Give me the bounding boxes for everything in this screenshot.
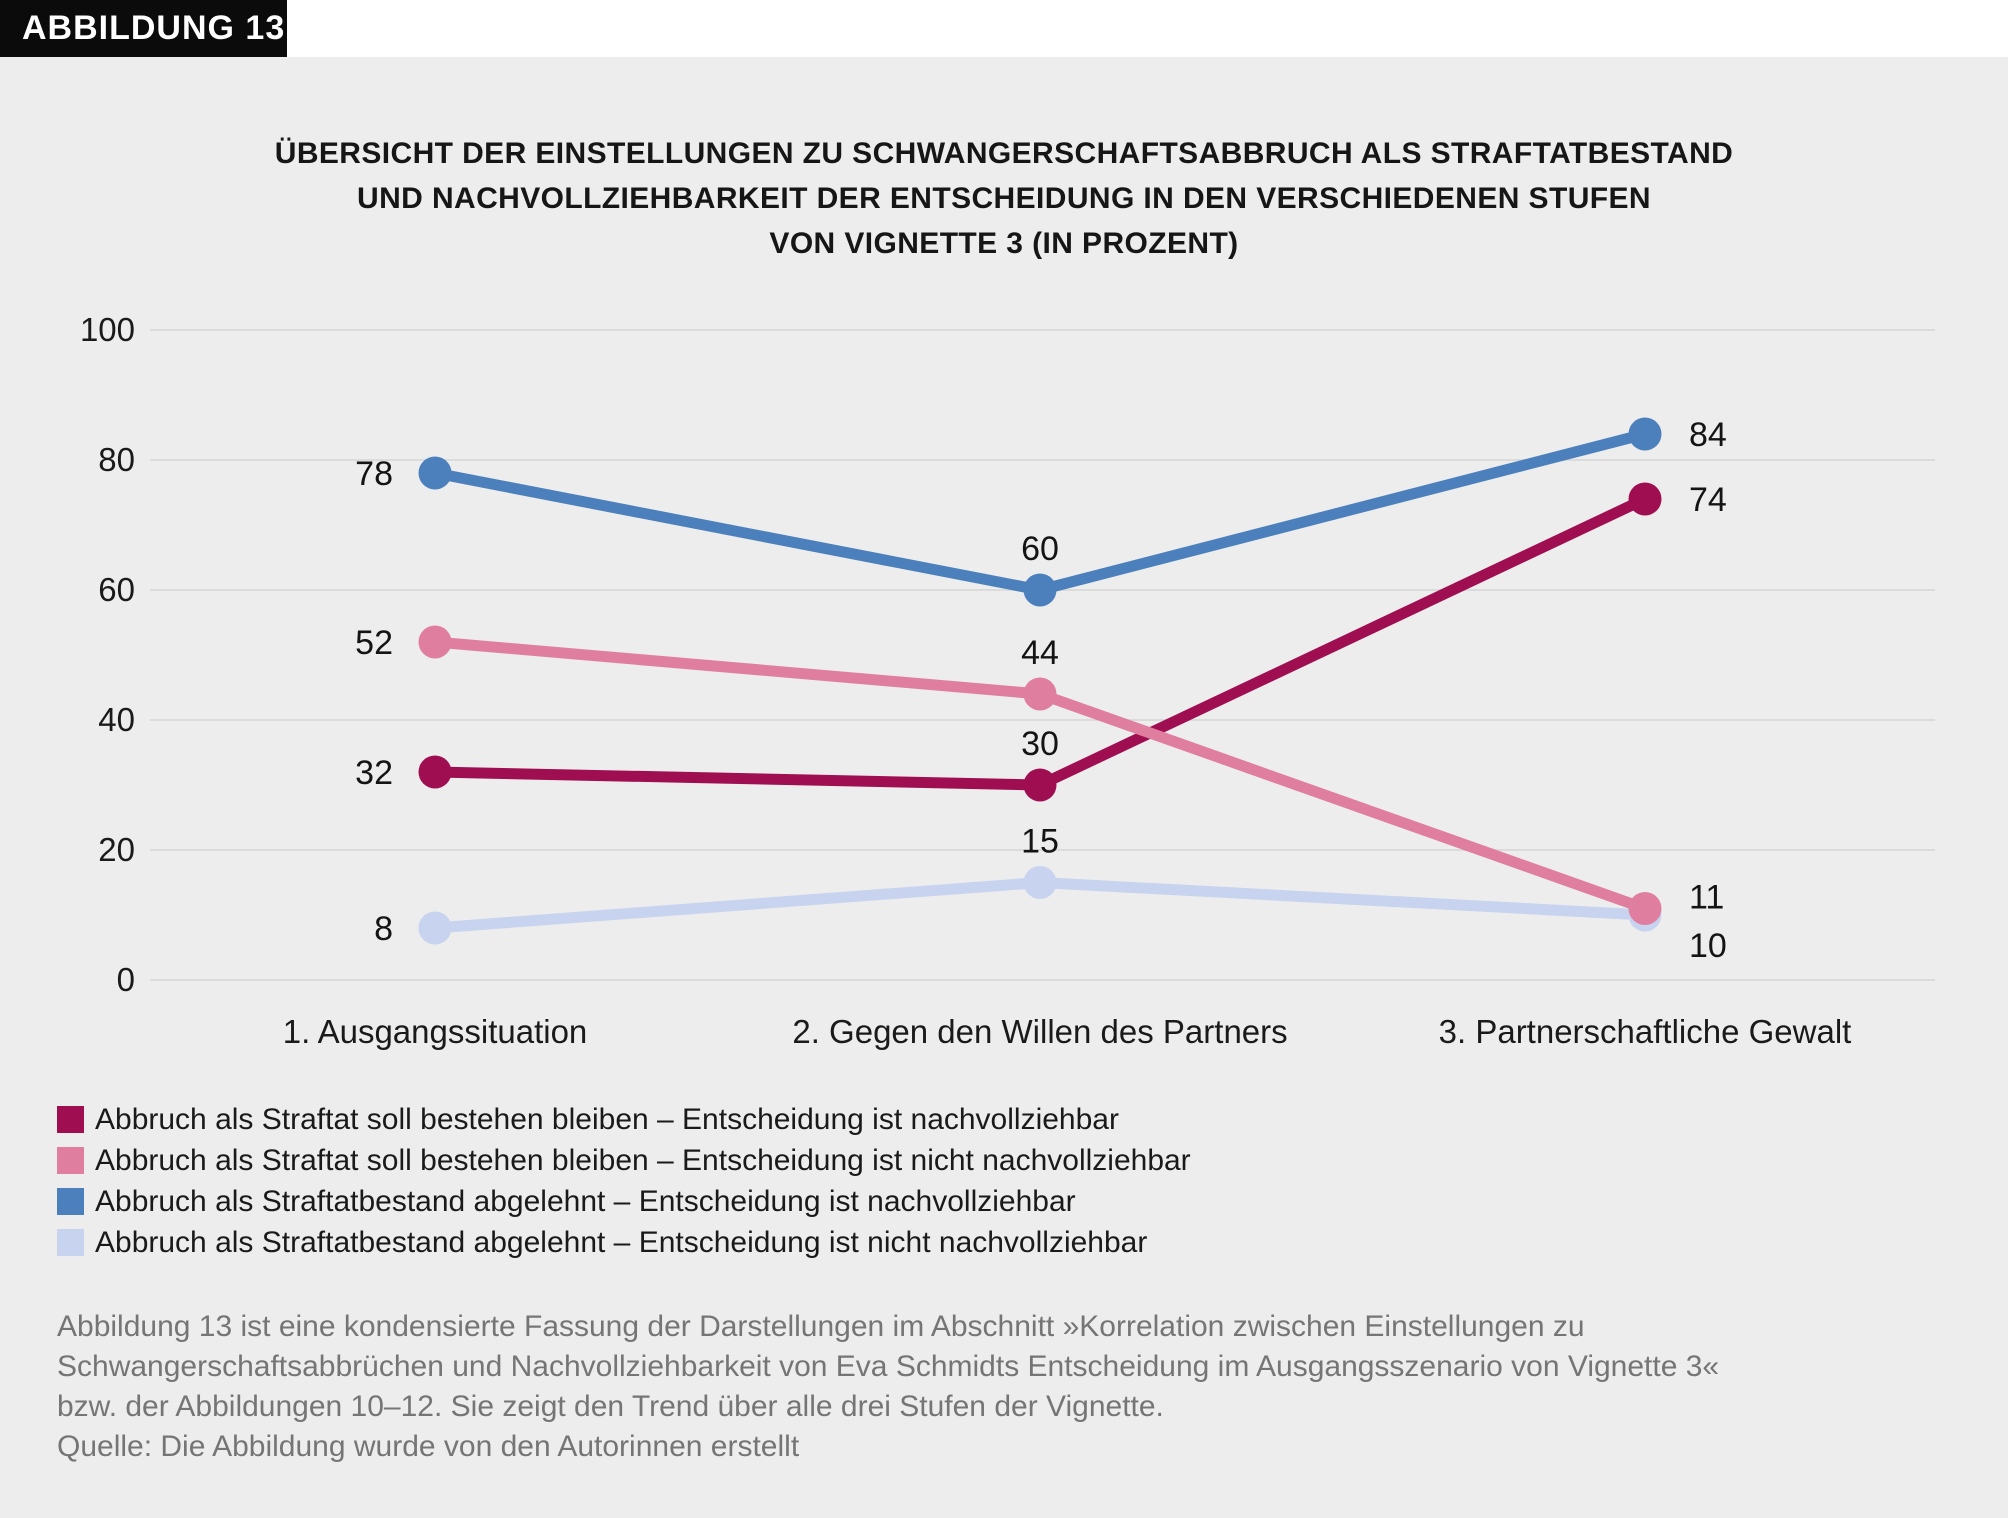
data-label-s0-x2: 74 — [1689, 481, 1727, 519]
legend-swatch-icon — [57, 1229, 84, 1256]
footnote-line-3: bzw. der Abbildungen 10–12. Sie zeigt de… — [57, 1390, 1164, 1423]
legend-swatch-icon — [57, 1147, 84, 1174]
chart-title-line-2: UND NACHVOLLZIEHBARKEIT DER ENTSCHEIDUNG… — [357, 182, 1651, 215]
chart-footnote: Abbildung 13 ist eine kondensierte Fassu… — [57, 1307, 1719, 1467]
data-point-s2-x2 — [1628, 417, 1662, 451]
data-label-s2-x2: 84 — [1689, 416, 1727, 454]
data-label-s3-x2: 10 — [1689, 927, 1727, 965]
data-label-s2-x1: 60 — [1021, 530, 1059, 568]
legend-label-2: Abbruch als Straftatbestand abgelehnt – … — [95, 1184, 1076, 1218]
legend-item-0: Abbruch als Straftat soll bestehen bleib… — [57, 1103, 1191, 1136]
legend-swatch-icon — [57, 1188, 84, 1215]
data-point-s1-x0 — [418, 625, 452, 659]
figure-tag: ABBILDUNG 13 — [0, 0, 287, 57]
data-point-s2-x0 — [418, 456, 452, 490]
footnote-line-4: Quelle: Die Abbildung wurde von den Auto… — [57, 1430, 800, 1463]
legend-swatch-icon — [57, 1106, 84, 1133]
y-tick-label-80: 80 — [98, 441, 135, 478]
data-label-s0-x1: 30 — [1021, 725, 1059, 763]
legend-label-0: Abbruch als Straftat soll bestehen bleib… — [95, 1102, 1119, 1136]
footnote-line-2: Schwangerschaftsabbrüchen und Nachvollzi… — [57, 1350, 1720, 1383]
chart-title-line-1: ÜBERSICHT DER EINSTELLUNGEN ZU SCHWANGER… — [274, 137, 1734, 170]
data-point-s0-x1 — [1023, 768, 1057, 802]
data-label-s1-x2: 11 — [1689, 879, 1724, 917]
data-point-s3-x1 — [1023, 866, 1057, 899]
x-axis-label-2: 2. Gegen den Willen des Partners — [792, 1013, 1287, 1050]
data-label-s0-x0: 32 — [355, 754, 393, 792]
data-point-s0-x2 — [1628, 482, 1662, 516]
footnote-line-1: Abbildung 13 ist eine kondensierte Fassu… — [57, 1310, 1585, 1343]
legend-item-2: Abbruch als Straftatbestand abgelehnt – … — [57, 1185, 1191, 1218]
chart-title-line-3: VON VIGNETTE 3 (IN PROZENT) — [769, 227, 1239, 260]
data-point-s2-x1 — [1023, 573, 1057, 607]
chart-title: ÜBERSICHT DER EINSTELLUNGEN ZU SCHWANGER… — [0, 131, 2008, 266]
legend-label-3: Abbruch als Straftatbestand abgelehnt – … — [95, 1225, 1148, 1259]
x-axis-label-1: 1. Ausgangssituation — [283, 1013, 588, 1050]
y-tick-label-60: 60 — [98, 571, 135, 608]
data-label-s2-x0: 78 — [355, 455, 393, 493]
data-label-s3-x1: 15 — [1021, 823, 1059, 861]
y-tick-label-40: 40 — [98, 701, 135, 738]
data-point-s3-x0 — [418, 911, 452, 945]
data-point-s1-x1 — [1023, 677, 1057, 711]
data-label-s3-x0: 8 — [374, 910, 393, 948]
chart-legend: Abbruch als Straftat soll bestehen bleib… — [57, 1103, 1191, 1267]
data-point-s1-x2 — [1628, 892, 1662, 925]
data-label-s1-x0: 52 — [355, 624, 393, 662]
data-point-s0-x0 — [418, 755, 452, 789]
y-tick-label-100: 100 — [80, 311, 135, 348]
legend-label-1: Abbruch als Straftat soll bestehen bleib… — [95, 1143, 1191, 1177]
legend-item-1: Abbruch als Straftat soll bestehen bleib… — [57, 1144, 1191, 1177]
x-axis-label-3: 3. Partnerschaftliche Gewalt — [1439, 1013, 1852, 1050]
y-tick-label-20: 20 — [98, 831, 135, 868]
legend-item-3: Abbruch als Straftatbestand abgelehnt – … — [57, 1226, 1191, 1259]
data-label-s1-x1: 44 — [1021, 634, 1059, 672]
y-tick-label-0: 0 — [117, 961, 135, 998]
